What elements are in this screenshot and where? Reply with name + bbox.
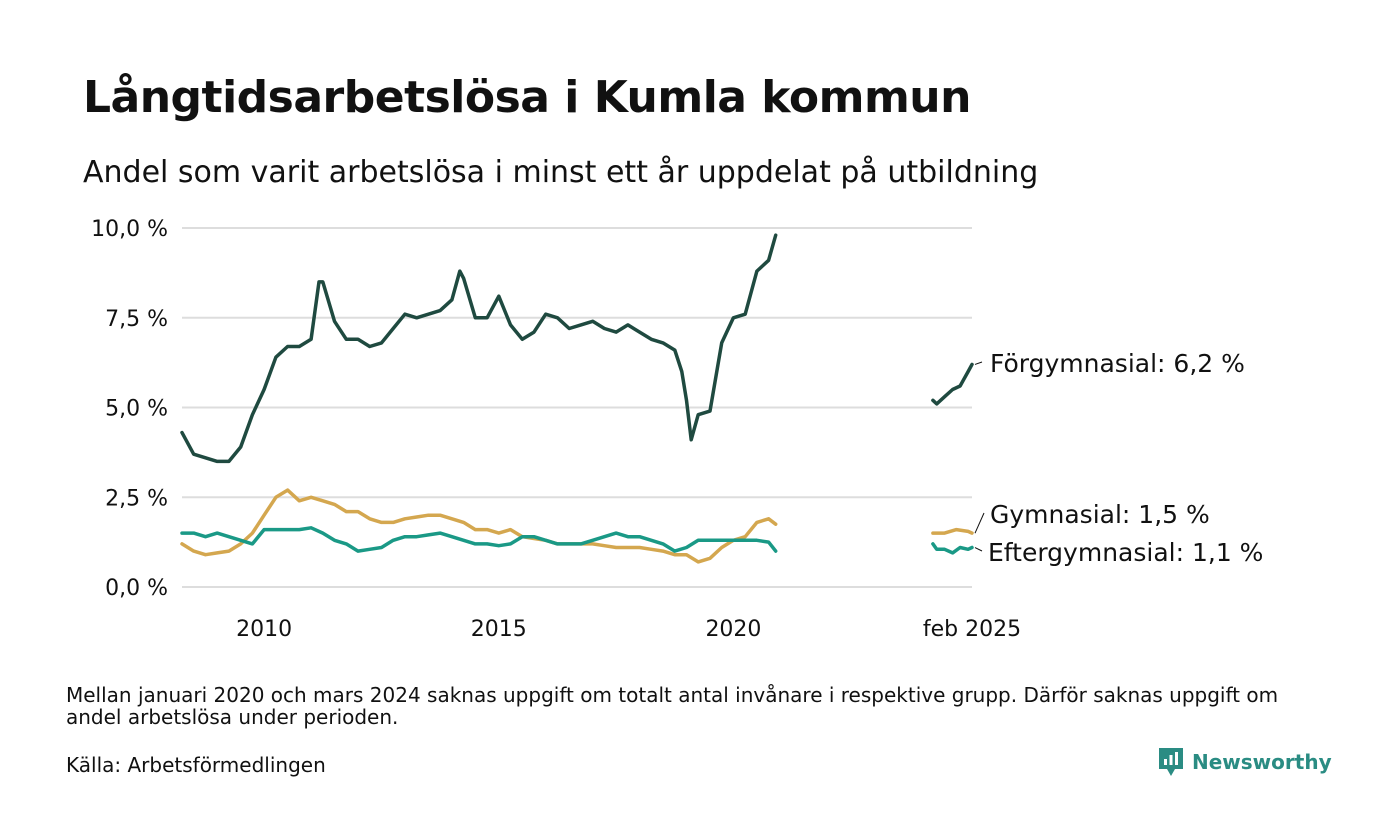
end-label-gymnasial: Gymnasial: 1,5 % — [990, 500, 1210, 529]
series-line-eftergymnasial — [931, 542, 974, 555]
newsworthy-logo: Newsworthy — [1158, 747, 1332, 777]
series-line-eftergymnasial — [180, 526, 778, 553]
y-tick-label: 2,5 % — [105, 486, 168, 511]
y-tick-label: 7,5 % — [105, 307, 168, 332]
logo-text: Newsworthy — [1192, 750, 1332, 774]
series-lines — [180, 233, 974, 564]
line-chart: 0,0 % 2,5 % 5,0 % 7,5 % 10,0 % 2010 2015 2020 f… — [91, 217, 1263, 642]
chart-subtitle: Andel som varit arbetslösa i minst ett å… — [83, 155, 1039, 190]
leader-line-forgymnasial — [974, 361, 983, 365]
end-labels: Förgymnasial: 6,2 % Gymnasial: 1,5 % Efter… — [974, 349, 1263, 567]
footnote: Mellan januari 2020 och mars 2024 saknas… — [66, 683, 1279, 729]
series-gymnasial — [180, 488, 974, 564]
source-note: Källa: Arbetsförmedlingen — [66, 753, 326, 777]
x-tick-label: 2015 — [471, 617, 527, 642]
end-label-forgymnasial: Förgymnasial: 6,2 % — [990, 349, 1245, 378]
series-line-gymnasial — [931, 527, 974, 535]
x-axis-ticks: 2010 2015 2020 feb 2025 — [236, 617, 1021, 642]
series-line-gymnasial — [180, 488, 778, 564]
series-forgymnasial — [180, 233, 974, 464]
newsworthy-logo-icon — [1159, 748, 1183, 776]
y-tick-label: 0,0 % — [105, 576, 168, 601]
y-axis-ticks: 0,0 % 2,5 % 5,0 % 7,5 % 10,0 % — [91, 217, 168, 601]
series-line-forgymnasial — [180, 233, 778, 464]
chart-title: Långtidsarbetslösa i Kumla kommun — [83, 72, 971, 123]
x-tick-label: 2020 — [705, 617, 761, 642]
series-eftergymnasial — [180, 526, 974, 555]
end-label-eftergymnasial: Eftergymnasial: 1,1 % — [988, 538, 1263, 567]
y-tick-label: 10,0 % — [91, 217, 168, 242]
grid-lines — [182, 227, 972, 588]
series-line-forgymnasial — [931, 362, 974, 406]
leader-line-gymnasial — [974, 512, 985, 534]
x-tick-label: 2010 — [236, 617, 292, 642]
leader-line-eftergymnasial — [974, 547, 983, 552]
x-tick-label: feb 2025 — [923, 617, 1021, 642]
y-tick-label: 5,0 % — [105, 397, 168, 422]
